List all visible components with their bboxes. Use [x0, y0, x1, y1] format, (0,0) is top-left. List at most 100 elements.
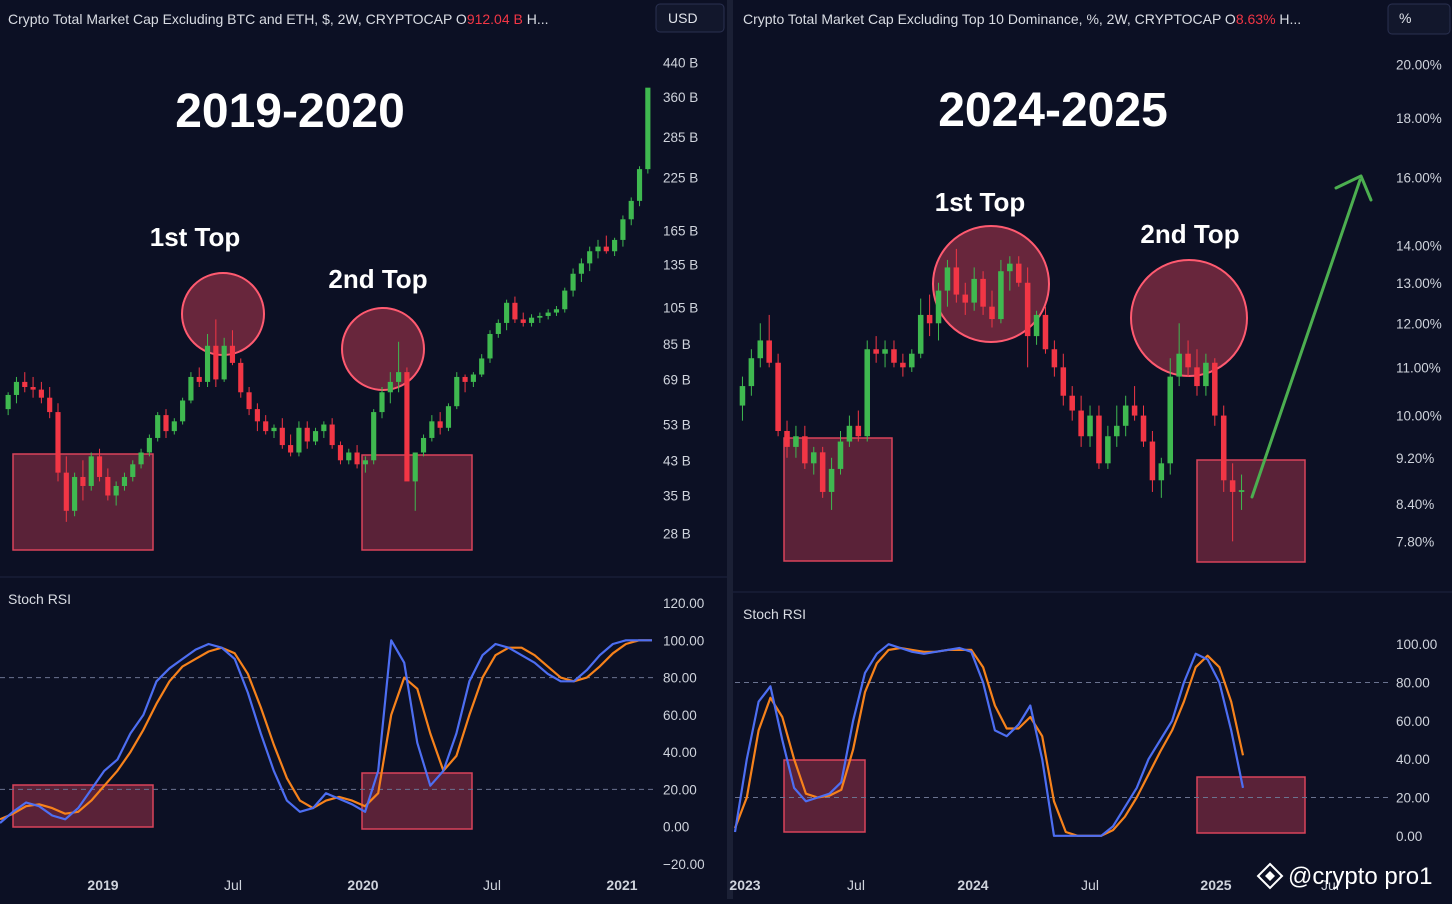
candle-body	[1033, 314, 1040, 337]
candle-body	[1051, 349, 1058, 368]
candle-body	[121, 476, 128, 486]
candle-body	[1015, 263, 1022, 283]
candle-body	[437, 421, 443, 428]
candle-body	[1042, 314, 1049, 350]
rsi-tick-label: −20.00	[663, 857, 705, 872]
date-tick-label: 2020	[347, 877, 378, 893]
candle-body	[578, 263, 584, 274]
candle-body	[612, 239, 618, 252]
candle-body	[1203, 362, 1209, 387]
candle-body	[1167, 376, 1174, 464]
price-tick-label: 165 B	[663, 223, 698, 238]
candle-body	[504, 302, 510, 323]
candle-body	[204, 345, 211, 382]
highlight-box	[1196, 459, 1306, 563]
candle-body	[88, 456, 94, 486]
candle-body	[1229, 480, 1236, 492]
rsi-k-line	[0, 639, 652, 824]
candle-body	[537, 315, 543, 318]
candle-body	[38, 389, 44, 398]
left-year-banner: 2019-2020	[175, 85, 405, 138]
candle-body	[645, 87, 651, 170]
candle-body	[926, 314, 933, 324]
candle-body	[520, 319, 526, 323]
price-tick-label: 69 B	[663, 372, 691, 387]
top-highlight-circle	[932, 225, 1050, 343]
candle-body	[512, 302, 518, 320]
date-tick-label: 2019	[87, 877, 118, 893]
highlight-box	[361, 772, 473, 830]
right-first-top-label: 1st Top	[935, 187, 1026, 217]
rsi-k-line	[733, 643, 1245, 837]
candle-body	[1105, 436, 1111, 464]
candle-body	[80, 476, 86, 486]
candle-body	[882, 349, 888, 354]
candle-body	[171, 421, 177, 432]
candle-body	[130, 464, 136, 477]
right-second-top-label: 2nd Top	[1140, 219, 1239, 249]
candle-body	[944, 267, 951, 291]
candle-body	[420, 437, 427, 453]
right-highlight-layer	[783, 225, 1306, 834]
candle-body	[1007, 263, 1013, 272]
candle-body	[980, 278, 986, 307]
price-tick-label: 14.00%	[1396, 238, 1442, 253]
candle-body	[1176, 353, 1182, 377]
candle-body	[962, 294, 969, 303]
date-tick-label: 2024	[957, 877, 988, 893]
candle-body	[196, 376, 202, 382]
left-unit-label: USD	[668, 10, 698, 26]
date-tick-label: 2021	[606, 877, 637, 893]
left-unit-button[interactable]: USD	[655, 3, 725, 33]
candle-body	[487, 333, 493, 359]
candle-body	[953, 267, 960, 295]
price-tick-label: 13.00%	[1396, 276, 1442, 291]
candle-body	[96, 456, 103, 477]
candle-body	[757, 340, 764, 359]
candle-body	[1060, 367, 1067, 396]
right-axis-layer: 20.00% 18.00% 16.00% 14.00% 13.00% 12.00% 11.0…	[729, 58, 1441, 893]
candle-body	[1069, 395, 1075, 411]
right-year-banner: 2024-2025	[938, 84, 1168, 137]
candle-body	[362, 460, 368, 465]
right-unit-button[interactable]: %	[1387, 3, 1451, 35]
top-highlight-circle	[1130, 259, 1248, 377]
right-stoch-rsi	[733, 643, 1388, 837]
candle-body	[445, 406, 452, 428]
candle-body	[55, 412, 61, 473]
candle-body	[1087, 415, 1093, 437]
price-tick-label: 28 B	[663, 527, 691, 542]
price-tick-label: 85 B	[663, 337, 691, 352]
candle-body	[470, 374, 476, 382]
price-tick-label: 20.00%	[1396, 58, 1442, 73]
candle-body	[864, 349, 870, 437]
candle-body	[1078, 410, 1084, 437]
candle-body	[528, 317, 535, 323]
candle-body	[595, 246, 601, 252]
candle-body	[891, 349, 897, 363]
watermark: @crypto pro1	[1256, 862, 1432, 890]
candle-body	[1131, 405, 1138, 416]
candle-body	[155, 415, 161, 438]
top-highlight-circle	[341, 307, 425, 391]
candle-body	[379, 392, 385, 413]
candle-body	[312, 431, 319, 442]
price-tick-label: 16.00%	[1396, 171, 1442, 186]
candle-body	[321, 424, 327, 432]
date-tick-label: Jul	[1081, 877, 1099, 893]
price-tick-label: 8.40%	[1396, 497, 1434, 512]
date-tick-label: Jul	[1321, 877, 1339, 893]
projection-arrow	[1250, 174, 1373, 499]
candle-body	[570, 273, 576, 291]
rsi-tick-label: 20.00	[1396, 791, 1430, 806]
candle-body	[739, 386, 746, 406]
rsi-tick-label: 40.00	[1396, 752, 1430, 767]
candle-body	[263, 421, 269, 432]
candle-body	[13, 381, 20, 395]
left-first-top-label: 1st Top	[150, 222, 241, 252]
candle-body	[793, 436, 799, 447]
candle-body	[909, 353, 915, 368]
candle-body	[1185, 353, 1191, 368]
candle-body	[462, 376, 468, 382]
